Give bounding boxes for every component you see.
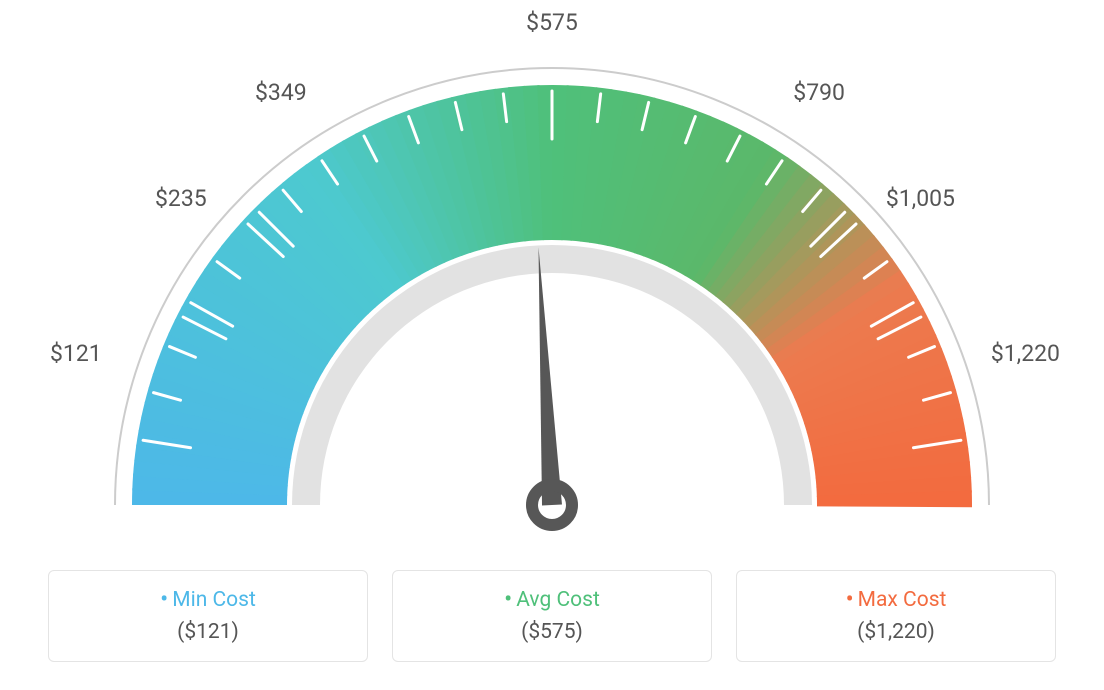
legend-dot-avg: • (504, 587, 512, 611)
legend-card-avg: • Avg Cost ($575) (392, 570, 712, 662)
gauge-tick-label: $349 (255, 79, 307, 106)
gauge-tick-label: $121 (50, 340, 102, 367)
legend-card-min: • Min Cost ($121) (48, 570, 368, 662)
gauge-tick-label: $575 (526, 9, 578, 36)
legend-label-max: Max Cost (858, 588, 947, 612)
legend-title-min: • Min Cost (160, 588, 256, 612)
gauge-container: $121 $235 $349 $575 $790 $1,005 $1,220 (0, 0, 1104, 560)
legend-title-avg: • Avg Cost (504, 588, 600, 612)
legend-row: • Min Cost ($121) • Avg Cost ($575) • Ma… (0, 570, 1104, 662)
legend-card-max: • Max Cost ($1,220) (736, 570, 1056, 662)
gauge-tick-label: $1,220 (991, 340, 1060, 367)
gauge-needle (538, 247, 561, 505)
gauge-tick-label: $235 (155, 185, 207, 212)
gauge-tick-label: $790 (793, 79, 845, 106)
legend-value-avg: ($575) (521, 620, 583, 644)
gauge-chart: $121 $235 $349 $575 $790 $1,005 $1,220 (0, 0, 1104, 560)
legend-dot-min: • (160, 587, 168, 611)
legend-label-avg: Avg Cost (516, 588, 600, 612)
legend-label-min: Min Cost (172, 588, 256, 612)
legend-value-max: ($1,220) (857, 620, 935, 644)
legend-title-max: • Max Cost (846, 588, 947, 612)
legend-value-min: ($121) (177, 620, 239, 644)
legend-dot-max: • (846, 587, 854, 611)
gauge-tick-label: $1,005 (886, 185, 955, 212)
